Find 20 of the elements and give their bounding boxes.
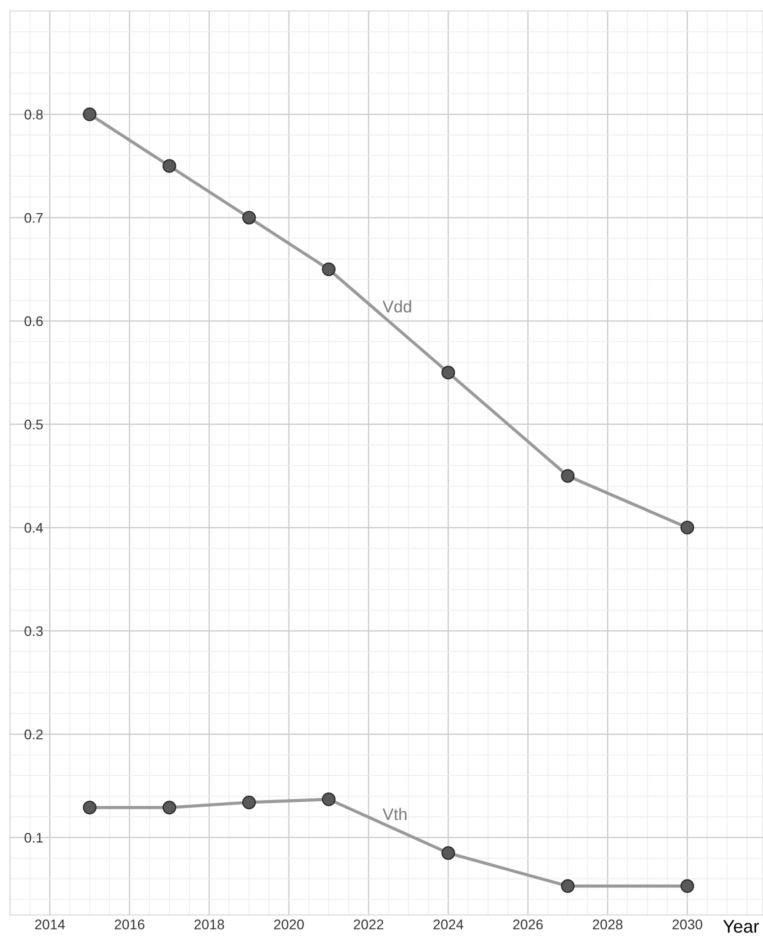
x-tick-label: 2016 <box>114 920 144 930</box>
series-label: Vdd <box>382 300 412 312</box>
y-tick-label: 0.6 <box>24 316 43 326</box>
x-tick-label: 2028 <box>592 920 622 930</box>
y-tick-label: 0.8 <box>24 110 43 120</box>
y-tick-label: 0.4 <box>24 522 43 533</box>
y-tick-label: 0.2 <box>24 730 43 740</box>
series-label: Vth <box>382 808 406 820</box>
y-tick-label: 0.5 <box>24 420 43 430</box>
x-axis-title: Year <box>723 920 759 933</box>
x-tick-label: 2030 <box>672 920 702 930</box>
x-tick-label: 2022 <box>354 920 384 930</box>
y-tick-label: 0.1 <box>24 832 43 843</box>
x-tick-label: 2014 <box>35 920 65 930</box>
x-tick-label: 2018 <box>194 920 224 930</box>
x-tick-label: 2024 <box>434 920 464 930</box>
y-tick-label: 0.3 <box>24 626 43 636</box>
x-tick-label: 2020 <box>274 920 304 930</box>
y-tick-label: 0.7 <box>24 212 43 223</box>
x-tick-label: 2026 <box>513 920 543 930</box>
